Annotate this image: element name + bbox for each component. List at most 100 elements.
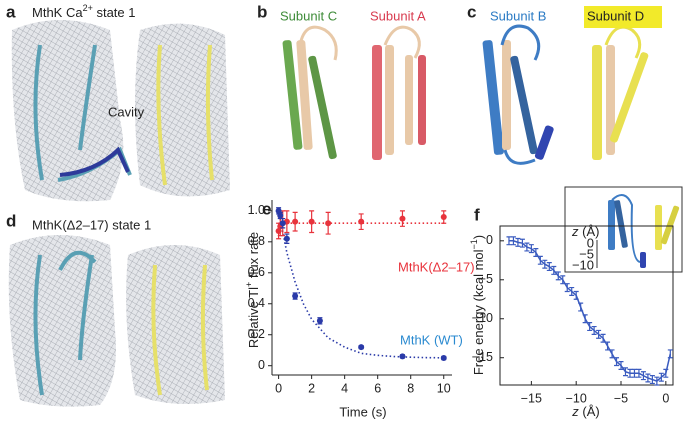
error-bar [537, 255, 543, 265]
x-tick-label: −15 [521, 391, 542, 405]
error-bar [510, 236, 516, 246]
y-tick-label: −10 [472, 311, 493, 325]
inset-tick-label: 0 [587, 235, 594, 250]
x-axis-title: Time (s) [339, 404, 386, 419]
x-tick-label: 2 [308, 381, 315, 395]
error-bar [546, 262, 552, 272]
panel-letter: a [6, 2, 16, 21]
error-bar [582, 314, 588, 324]
x-tick-label: 8 [407, 381, 414, 395]
panel-title: MthK(Δ2–17) state 1 [32, 217, 151, 232]
error-bar [596, 329, 602, 339]
point [292, 218, 299, 225]
highlight [584, 6, 662, 28]
subunit-label: Subunit D [587, 8, 644, 23]
error-bar [658, 372, 664, 382]
point [325, 220, 332, 227]
annotation: Cavity [108, 104, 145, 119]
point [275, 207, 282, 214]
error-bar [560, 275, 566, 285]
point [358, 344, 365, 351]
point [279, 220, 286, 227]
error-bar [605, 341, 611, 351]
error-bar [569, 286, 575, 296]
y-tick-label: −5 [479, 272, 493, 286]
error-bar [636, 368, 642, 378]
point [399, 353, 406, 360]
x-tick-label: −10 [566, 391, 587, 405]
series-label: MthK(Δ2–17) [398, 259, 475, 274]
error-bar [519, 238, 525, 248]
error-bar [645, 373, 651, 383]
subunit-label: Subunit B [490, 8, 546, 23]
point [316, 317, 323, 324]
error-bar [627, 368, 633, 378]
panel-letter: e [262, 199, 271, 218]
error-bar [573, 290, 579, 300]
inset [564, 186, 683, 273]
y-tick-label: 0.4 [248, 296, 265, 310]
inset-tick-label: −10 [572, 257, 594, 272]
subunit-label: Subunit A [370, 8, 426, 23]
inset-axis-title: z (Å) [571, 224, 599, 239]
panel-letter: c [467, 2, 476, 21]
panel-c-image [482, 24, 649, 165]
error-bar [631, 368, 637, 378]
point [399, 215, 406, 222]
error-bar [578, 302, 584, 312]
error-bar [528, 244, 534, 254]
x-tick-label: 0 [275, 381, 282, 395]
point [440, 214, 447, 221]
x-tick-label: 10 [437, 381, 451, 395]
panel-d-image [8, 235, 225, 407]
x-tick-label: 4 [341, 381, 348, 395]
point [358, 218, 365, 225]
point [277, 212, 284, 219]
x-tick-label: 0 [662, 391, 669, 405]
y-tick-label: 0.2 [248, 327, 265, 341]
y-tick-label: 1.0 [248, 203, 265, 217]
panel-b-image [282, 25, 426, 160]
error-bar [587, 322, 593, 332]
inset-tick-label: −5 [579, 246, 594, 261]
panel-letter: d [6, 211, 16, 230]
x-tick-label: −5 [614, 391, 628, 405]
error-bar [667, 349, 673, 359]
error-bar [649, 375, 655, 385]
error-bar [515, 237, 521, 247]
x-tick-label: 6 [374, 381, 381, 395]
point [283, 235, 290, 242]
error-bar [663, 368, 669, 378]
error-bar [654, 376, 660, 386]
point [308, 218, 315, 225]
error-bar [622, 367, 628, 377]
error-bar [555, 271, 561, 281]
y-axis-title: Free energy (kcal mol−1) [469, 235, 486, 375]
error-bar [591, 325, 597, 335]
plot-frame [499, 225, 674, 386]
fit-line [277, 210, 444, 359]
error-bar [614, 357, 620, 367]
panel-letter: b [257, 2, 267, 21]
y-tick-label: 0.8 [248, 234, 265, 248]
y-axis-title: Relative Tl+ flux rate [244, 232, 261, 348]
point [440, 354, 447, 361]
error-bar [506, 236, 512, 246]
error-bar [564, 283, 570, 293]
error-bar [609, 349, 615, 359]
panel-a-image [11, 20, 230, 202]
panel-title: MthK Ca2+ state 1 [32, 3, 135, 20]
error-bar [551, 265, 557, 275]
error-bar [542, 259, 548, 269]
series-label: MthK (WT) [400, 332, 463, 347]
error-bar [524, 242, 530, 252]
error-bar [600, 333, 606, 343]
y-tick-label: 0.6 [248, 265, 265, 279]
error-bar [640, 371, 646, 381]
x-axis-title: z (Å) [571, 404, 599, 419]
error-bar [533, 248, 539, 257]
panel-letter: f [474, 205, 480, 224]
point [292, 293, 299, 300]
